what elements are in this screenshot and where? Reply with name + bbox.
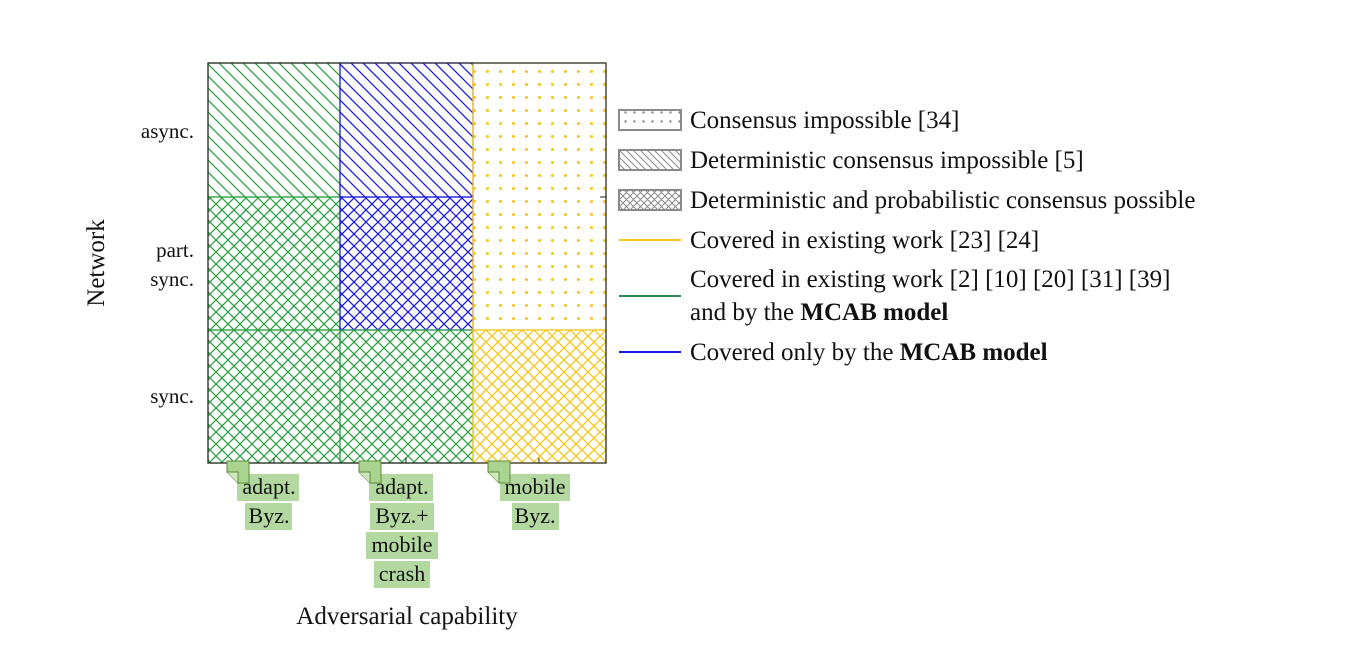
legend-label: Covered in existing work [23] [24] (690, 227, 1039, 254)
legend-label-bold: MCAB model (900, 339, 1048, 366)
y-tick-partsync-line1: part. (156, 238, 194, 262)
y-tick-partsync-line2: sync. (150, 267, 194, 291)
legend-label: Covered in existing work [2] [10] [20] [… (690, 266, 1170, 293)
legend-label-bold: MCAB model (800, 299, 948, 326)
x-tick-highlight (366, 532, 438, 559)
legend-label-plain: and by the (690, 299, 800, 326)
x-tick-line: adapt. (375, 474, 428, 499)
x-tick-highlight (245, 503, 292, 530)
grid-frame (207, 62, 607, 464)
x-tick-line: adapt. (242, 474, 295, 499)
legend-label-plain: Covered only by the (690, 339, 900, 366)
cell-mobile-crash-async (339, 62, 474, 198)
cell-mobile-crash-sync (339, 329, 474, 464)
legend-swatch-diagonal (618, 149, 682, 171)
y-tick-async: async. (141, 119, 194, 143)
legend-label: Covered only by the MCAB model (690, 339, 1048, 366)
x-tick-highlight (500, 474, 570, 501)
x-tick-line: crash (379, 561, 425, 586)
cell-mobile-crash-partsync (339, 196, 474, 331)
note-fold (488, 471, 500, 483)
x-tick-adapt-byz: adapt. Byz. (226, 460, 299, 530)
x-tick-adapt-byz-mobile-crash: adapt. Byz.+ mobile crash (358, 460, 438, 588)
legend-swatch-crosshatch (618, 189, 682, 211)
legend-label: Deterministic and probabilistic consensu… (690, 187, 1195, 214)
legend-item-yellow: Covered in existing work [23] [24] (619, 227, 1039, 254)
legend-label: Consensus impossible [34] (690, 107, 959, 134)
cell-adapt-byz-sync (207, 329, 341, 464)
legend-item-deterministic-impossible: Deterministic consensus impossible [5] (618, 147, 1084, 174)
y-axis-label: Network (83, 219, 110, 307)
x-tick-line: mobile (504, 474, 565, 499)
x-tick-line: Byz. (515, 503, 556, 528)
x-tick-highlight (374, 561, 430, 588)
note-fold (359, 471, 371, 483)
legend-label: Deterministic consensus impossible [5] (690, 147, 1084, 174)
x-tick-line: mobile (371, 532, 432, 557)
note-fold (227, 471, 239, 483)
legend-item-consensus-impossible: Consensus impossible [34] (618, 107, 959, 134)
x-tick-mobile-byz: mobile Byz. (487, 460, 570, 530)
cell-mobile-byz-async-partsync (472, 62, 607, 331)
x-tick-line: Byz.+ (375, 503, 428, 528)
x-tick-highlight (370, 503, 434, 530)
legend-swatch-dots (618, 109, 682, 131)
legend: Consensus impossible [34] Deterministic … (618, 107, 1195, 366)
legend-item-consensus-possible: Deterministic and probabilistic consensu… (618, 187, 1195, 214)
cell-mobile-byz-sync (472, 329, 607, 464)
x-axis-label: Adversarial capability (296, 603, 518, 630)
cell-adapt-byz-partsync (207, 196, 341, 331)
x-tick-highlight (512, 503, 559, 530)
legend-item-green: Covered in existing work [2] [10] [20] [… (619, 266, 1170, 326)
legend-label-line2: and by the MCAB model (690, 299, 948, 326)
cell-adapt-byz-async (207, 62, 341, 198)
y-tick-sync: sync. (150, 384, 194, 408)
x-tick-line: Byz. (249, 503, 290, 528)
legend-item-blue: Covered only by the MCAB model (619, 339, 1048, 366)
